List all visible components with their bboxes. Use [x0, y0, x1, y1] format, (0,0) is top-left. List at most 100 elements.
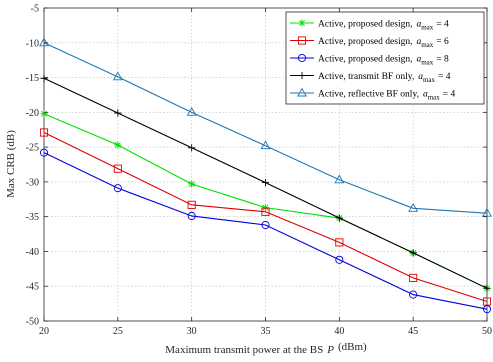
- series-2-line: [43, 132, 488, 303]
- series-5-point: [408, 203, 419, 212]
- series-2-point: [409, 273, 418, 282]
- legend-label-param-subscript: max: [423, 76, 436, 84]
- series-5: [39, 37, 492, 217]
- series-1-point: [114, 141, 122, 149]
- legend-label-param-subscript: max: [421, 59, 434, 67]
- series-2-point: [187, 200, 196, 209]
- series-3-point: [482, 305, 492, 314]
- y-tick-label: -20: [26, 108, 39, 119]
- y-tick-label: -40: [26, 247, 39, 258]
- legend-label-value: = 4: [443, 90, 456, 100]
- series-2-point: [39, 128, 49, 137]
- y-tick-label: -50: [26, 317, 39, 328]
- legend-entry-4: Active, transmit BF only, amax = 4: [290, 71, 451, 84]
- legend-label-name: Active, proposed design,: [318, 55, 412, 65]
- series-5-point: [112, 71, 123, 81]
- y-axis-label: Max CRB (dB): [5, 130, 17, 198]
- series-4-point: [40, 74, 48, 82]
- legend-entry-1: Active, proposed design, amax = 4: [290, 19, 449, 32]
- series-2-point: [261, 207, 270, 216]
- series-5-point: [186, 107, 197, 116]
- series-3-point: [113, 184, 122, 193]
- series-3-point: [187, 211, 196, 221]
- y-tick-label: -35: [26, 212, 39, 223]
- x-tick-label: 50: [482, 326, 492, 337]
- series-2-point: [482, 297, 492, 306]
- series-5-point: [334, 174, 345, 184]
- legend-label-name: Active, proposed design,: [318, 37, 412, 47]
- series-3-point: [261, 220, 270, 230]
- y-tick-label: -30: [26, 177, 39, 188]
- x-tick-label: 40: [334, 326, 344, 337]
- x-tick-label: 35: [261, 326, 271, 337]
- axis-ticks: 20 25 30 35 40 45 50 -5 -10 -15 -20 -25 -30 -35 -40 -45…: [26, 4, 492, 338]
- series-2-point: [335, 238, 344, 247]
- y-tick-label: -15: [26, 73, 39, 84]
- y-tick-label: -25: [26, 143, 39, 154]
- y-tick-label: -10: [26, 38, 39, 49]
- series-4: [40, 74, 491, 292]
- series-layer: [39, 37, 492, 314]
- series-4-point: [114, 109, 122, 117]
- legend-label-param: a: [416, 20, 421, 30]
- legend-label-param: a: [416, 37, 421, 47]
- legend-label-value: = 8: [436, 55, 449, 65]
- x-axis-label: Maximum transmit power at the BS P (dBm): [165, 341, 367, 356]
- legend-label-param: a: [418, 72, 423, 82]
- series-5-point: [39, 37, 49, 47]
- legend-label-name: Active, reflective BF only,: [318, 89, 419, 100]
- legend-label: Active, proposed design, amax = 4: [318, 20, 449, 32]
- legend-label-value: = 6: [436, 37, 449, 47]
- legend-label-param: a: [423, 90, 428, 100]
- series-5-line: [43, 42, 488, 214]
- legend-label: Active, transmit BF only, amax = 4: [318, 72, 451, 84]
- legend-marker: [298, 71, 306, 80]
- legend-marker: [297, 36, 307, 45]
- legend-box: [285, 11, 485, 105]
- legend-label-name: Active, transmit BF only,: [318, 72, 414, 82]
- x-axis-label-symbol: P: [326, 344, 334, 356]
- series-2-point: [113, 164, 122, 173]
- x-axis-label-unit: (dBm): [338, 341, 367, 353]
- legend-marker: [298, 19, 306, 27]
- series-3-line: [43, 152, 488, 310]
- legend-label-param-subscript: max: [421, 41, 434, 49]
- series-3-point: [409, 290, 418, 299]
- legend-marker: [297, 87, 307, 97]
- legend-entry-5: Active, reflective BF only, amax = 4: [290, 87, 455, 102]
- series-3: [39, 148, 492, 314]
- x-axis-label-text: Maximum transmit power at the BS: [165, 344, 323, 356]
- series-2: [39, 128, 492, 306]
- legend-label-value: = 4: [436, 20, 449, 30]
- series-1-point: [188, 180, 196, 188]
- series-5-point: [260, 140, 271, 150]
- x-tick-label: 45: [408, 326, 418, 337]
- legend-label: Active, proposed design, amax = 6: [318, 37, 449, 49]
- series-3-point: [335, 255, 344, 264]
- legend-label: Active, reflective BF only, amax = 4: [318, 89, 455, 102]
- series-4-point: [188, 144, 196, 152]
- legend-label-value: = 4: [438, 72, 451, 82]
- x-tick-label: 30: [187, 326, 197, 337]
- legend-entry-2: Active, proposed design, amax = 6: [290, 36, 449, 49]
- y-tick-label: -5: [31, 4, 39, 15]
- x-tick-label: 20: [39, 326, 49, 337]
- legend-label-param: a: [416, 55, 421, 65]
- legend-marker: [297, 53, 307, 63]
- x-tick-label: 25: [113, 326, 123, 337]
- series-3-point: [39, 148, 49, 157]
- y-tick-label: -45: [26, 282, 39, 293]
- series-1-point: [261, 204, 270, 212]
- series-4-point: [261, 178, 270, 187]
- legend-entry-3: Active, proposed design, amax = 8: [290, 53, 449, 67]
- series-5-point: [482, 207, 492, 217]
- legend-label-param-subscript: max: [428, 94, 441, 102]
- series-4-point: [409, 249, 417, 257]
- legend-label-param-subscript: max: [421, 24, 434, 32]
- series-1-point: [40, 110, 48, 118]
- legend-label-name: Active, proposed design,: [318, 20, 412, 30]
- legend-label: Active, proposed design, amax = 8: [318, 55, 449, 67]
- series-4-point: [335, 214, 343, 222]
